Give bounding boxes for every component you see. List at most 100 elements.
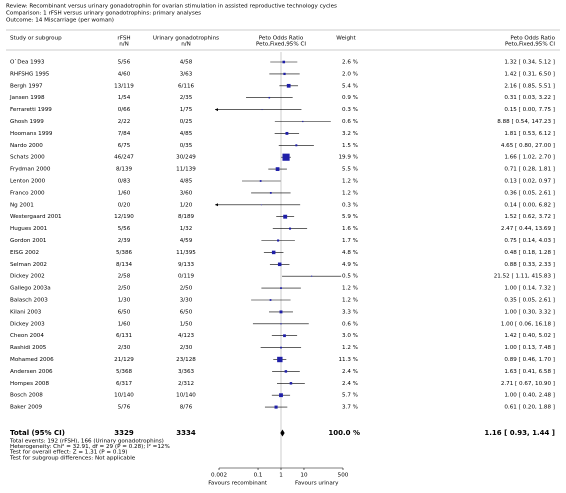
point-estimate: [282, 153, 290, 161]
effect-label: 1.00 [ 0.40, 2.48 ]: [504, 393, 555, 399]
g2-events: 2/30: [180, 345, 193, 351]
weight-label: 5.7 %: [342, 393, 358, 399]
g2-events: 1/32: [180, 226, 193, 232]
g2-events: 1/20: [180, 202, 193, 208]
g1-events: 5/368: [116, 369, 133, 375]
g2-events: 10/140: [176, 393, 196, 399]
effect-label: 0.71 [ 0.28, 1.81 ]: [504, 167, 555, 173]
effect-label: 1.81 [ 0.53, 6.12 ]: [504, 131, 555, 137]
g1-events: 21/129: [114, 357, 134, 363]
point-estimate: [269, 299, 272, 301]
g2-events: 3/60: [180, 190, 193, 196]
study-name: Bosch 2008: [10, 393, 43, 399]
g2-events: 11/395: [176, 250, 196, 256]
point-estimate: [275, 167, 280, 171]
note: Total events: 192 (rFSH), 166 (Urinary g…: [9, 439, 164, 445]
study-name: Andersen 2006: [10, 369, 53, 375]
effect-label: 1.42 [ 0.40, 5.02 ]: [504, 333, 555, 339]
left-label: Favours recombinant: [208, 481, 268, 487]
weight-label: 0.5 %: [342, 274, 358, 280]
point-estimate: [289, 227, 292, 230]
effect-label: 1.00 [ 0.13, 7.48 ]: [504, 345, 555, 351]
g2-events: 8/76: [180, 405, 193, 411]
study-name: Selman 2002: [10, 262, 47, 268]
g2-events: 4/58: [180, 60, 193, 66]
weight-label: 1.2 %: [342, 286, 358, 292]
study-name: Gordon 2001: [10, 238, 47, 244]
g1-events: 6/50: [118, 309, 131, 315]
g2-events: 8/189: [178, 214, 195, 220]
ci-arrow: [215, 203, 218, 207]
col-header: Peto,Fixed,95% CI: [505, 42, 555, 48]
effect-label: 1.00 [ 0.14, 7.32 ]: [504, 286, 555, 292]
effect-label: 1.00 [ 0.06, 16.18 ]: [501, 321, 555, 327]
weight-label: 1.5 %: [342, 143, 358, 149]
effect-label: 2.16 [ 0.85, 5.51 ]: [504, 83, 555, 89]
g1-events: 5/76: [118, 405, 131, 411]
study-name: Hompes 2008: [10, 381, 49, 387]
point-estimate: [259, 180, 262, 182]
g1-events: 2/39: [118, 238, 131, 244]
effect-label: 1.00 [ 0.30, 3.32 ]: [504, 309, 555, 315]
point-estimate: [277, 239, 280, 242]
effect-label: 2.47 [ 0.44, 13.69 ]: [501, 226, 555, 232]
g2-events: 9/133: [178, 262, 195, 268]
point-estimate: [268, 96, 271, 99]
col-header: Study or subgroup: [10, 36, 62, 42]
total-g1: 3329: [114, 429, 134, 437]
col-header: Weight: [336, 36, 356, 42]
effect-label: 0.89 [ 0.46, 1.70 ]: [504, 357, 555, 363]
col-header: n/N: [119, 42, 129, 48]
g1-events: 2/50: [118, 286, 131, 292]
weight-label: 3.7 %: [342, 405, 358, 411]
g1-events: 5/56: [118, 226, 131, 232]
study-name: Rashidi 2005: [10, 345, 47, 351]
study-name: Gallego 2003a: [10, 286, 51, 292]
study-name: Jansen 1998: [9, 95, 45, 101]
weight-label: 0.9 %: [342, 95, 358, 101]
study-name: Ferraretti 1999: [10, 107, 52, 113]
point-estimate: [302, 120, 304, 123]
total-diamond: [280, 429, 285, 437]
g2-events: 23/128: [176, 357, 196, 363]
point-estimate: [286, 83, 291, 88]
g1-events: 8/139: [116, 167, 133, 173]
weight-label: 1.2 %: [342, 190, 358, 196]
g2-events: 2/50: [180, 286, 193, 292]
g2-events: 4/59: [180, 238, 193, 244]
weight-label: 2.4 %: [342, 381, 358, 387]
weight-label: 5.5 %: [342, 167, 358, 173]
g2-events: 1/75: [180, 107, 193, 113]
total-g2: 3334: [176, 429, 196, 437]
col-header: rFSH: [117, 36, 130, 42]
point-estimate: [283, 334, 286, 338]
study-name: Lenton 2000: [10, 179, 46, 185]
effect-label: 1.32 [ 0.34, 5.12 ]: [504, 60, 555, 66]
point-estimate: [282, 60, 286, 64]
g1-events: 13/119: [114, 83, 134, 89]
effect-label: 0.15 [ 0.00, 7.75 ]: [504, 107, 555, 113]
g1-events: 5/386: [116, 250, 133, 256]
point-estimate: [279, 310, 283, 314]
total-effect: 1.16 [ 0.93, 1.44 ]: [484, 429, 555, 437]
weight-label: 5.4 %: [342, 83, 358, 89]
g2-events: 3/30: [180, 298, 193, 304]
effect-label: 0.31 [ 0.03, 3.22 ]: [504, 95, 555, 101]
point-estimate: [260, 204, 262, 206]
effect-label: 0.75 [ 0.14, 4.03 ]: [504, 238, 555, 244]
weight-label: 1.2 %: [342, 298, 358, 304]
effect-label: 1.63 [ 0.41, 6.58 ]: [504, 369, 555, 375]
g1-events: 7/84: [118, 131, 131, 137]
study-name: Hugues 2001: [10, 226, 48, 232]
weight-label: 5.9 %: [342, 214, 358, 220]
g1-events: 0/20: [118, 202, 131, 208]
comparison: Comparison: 1 rFSH versus urinary gonado…: [6, 11, 201, 17]
review: Review: Recombinant versus urinary gonad…: [6, 4, 337, 10]
point-estimate: [295, 144, 298, 147]
weight-label: 0.6 %: [342, 321, 358, 327]
study-name: Mohamed 2006: [10, 357, 54, 363]
note: Heterogeneity: Chi² = 32.91, df = 29 (P …: [10, 443, 170, 450]
g2-events: 4/85: [180, 131, 193, 137]
study-name: Nardo 2000: [10, 143, 43, 149]
point-estimate: [289, 382, 293, 385]
